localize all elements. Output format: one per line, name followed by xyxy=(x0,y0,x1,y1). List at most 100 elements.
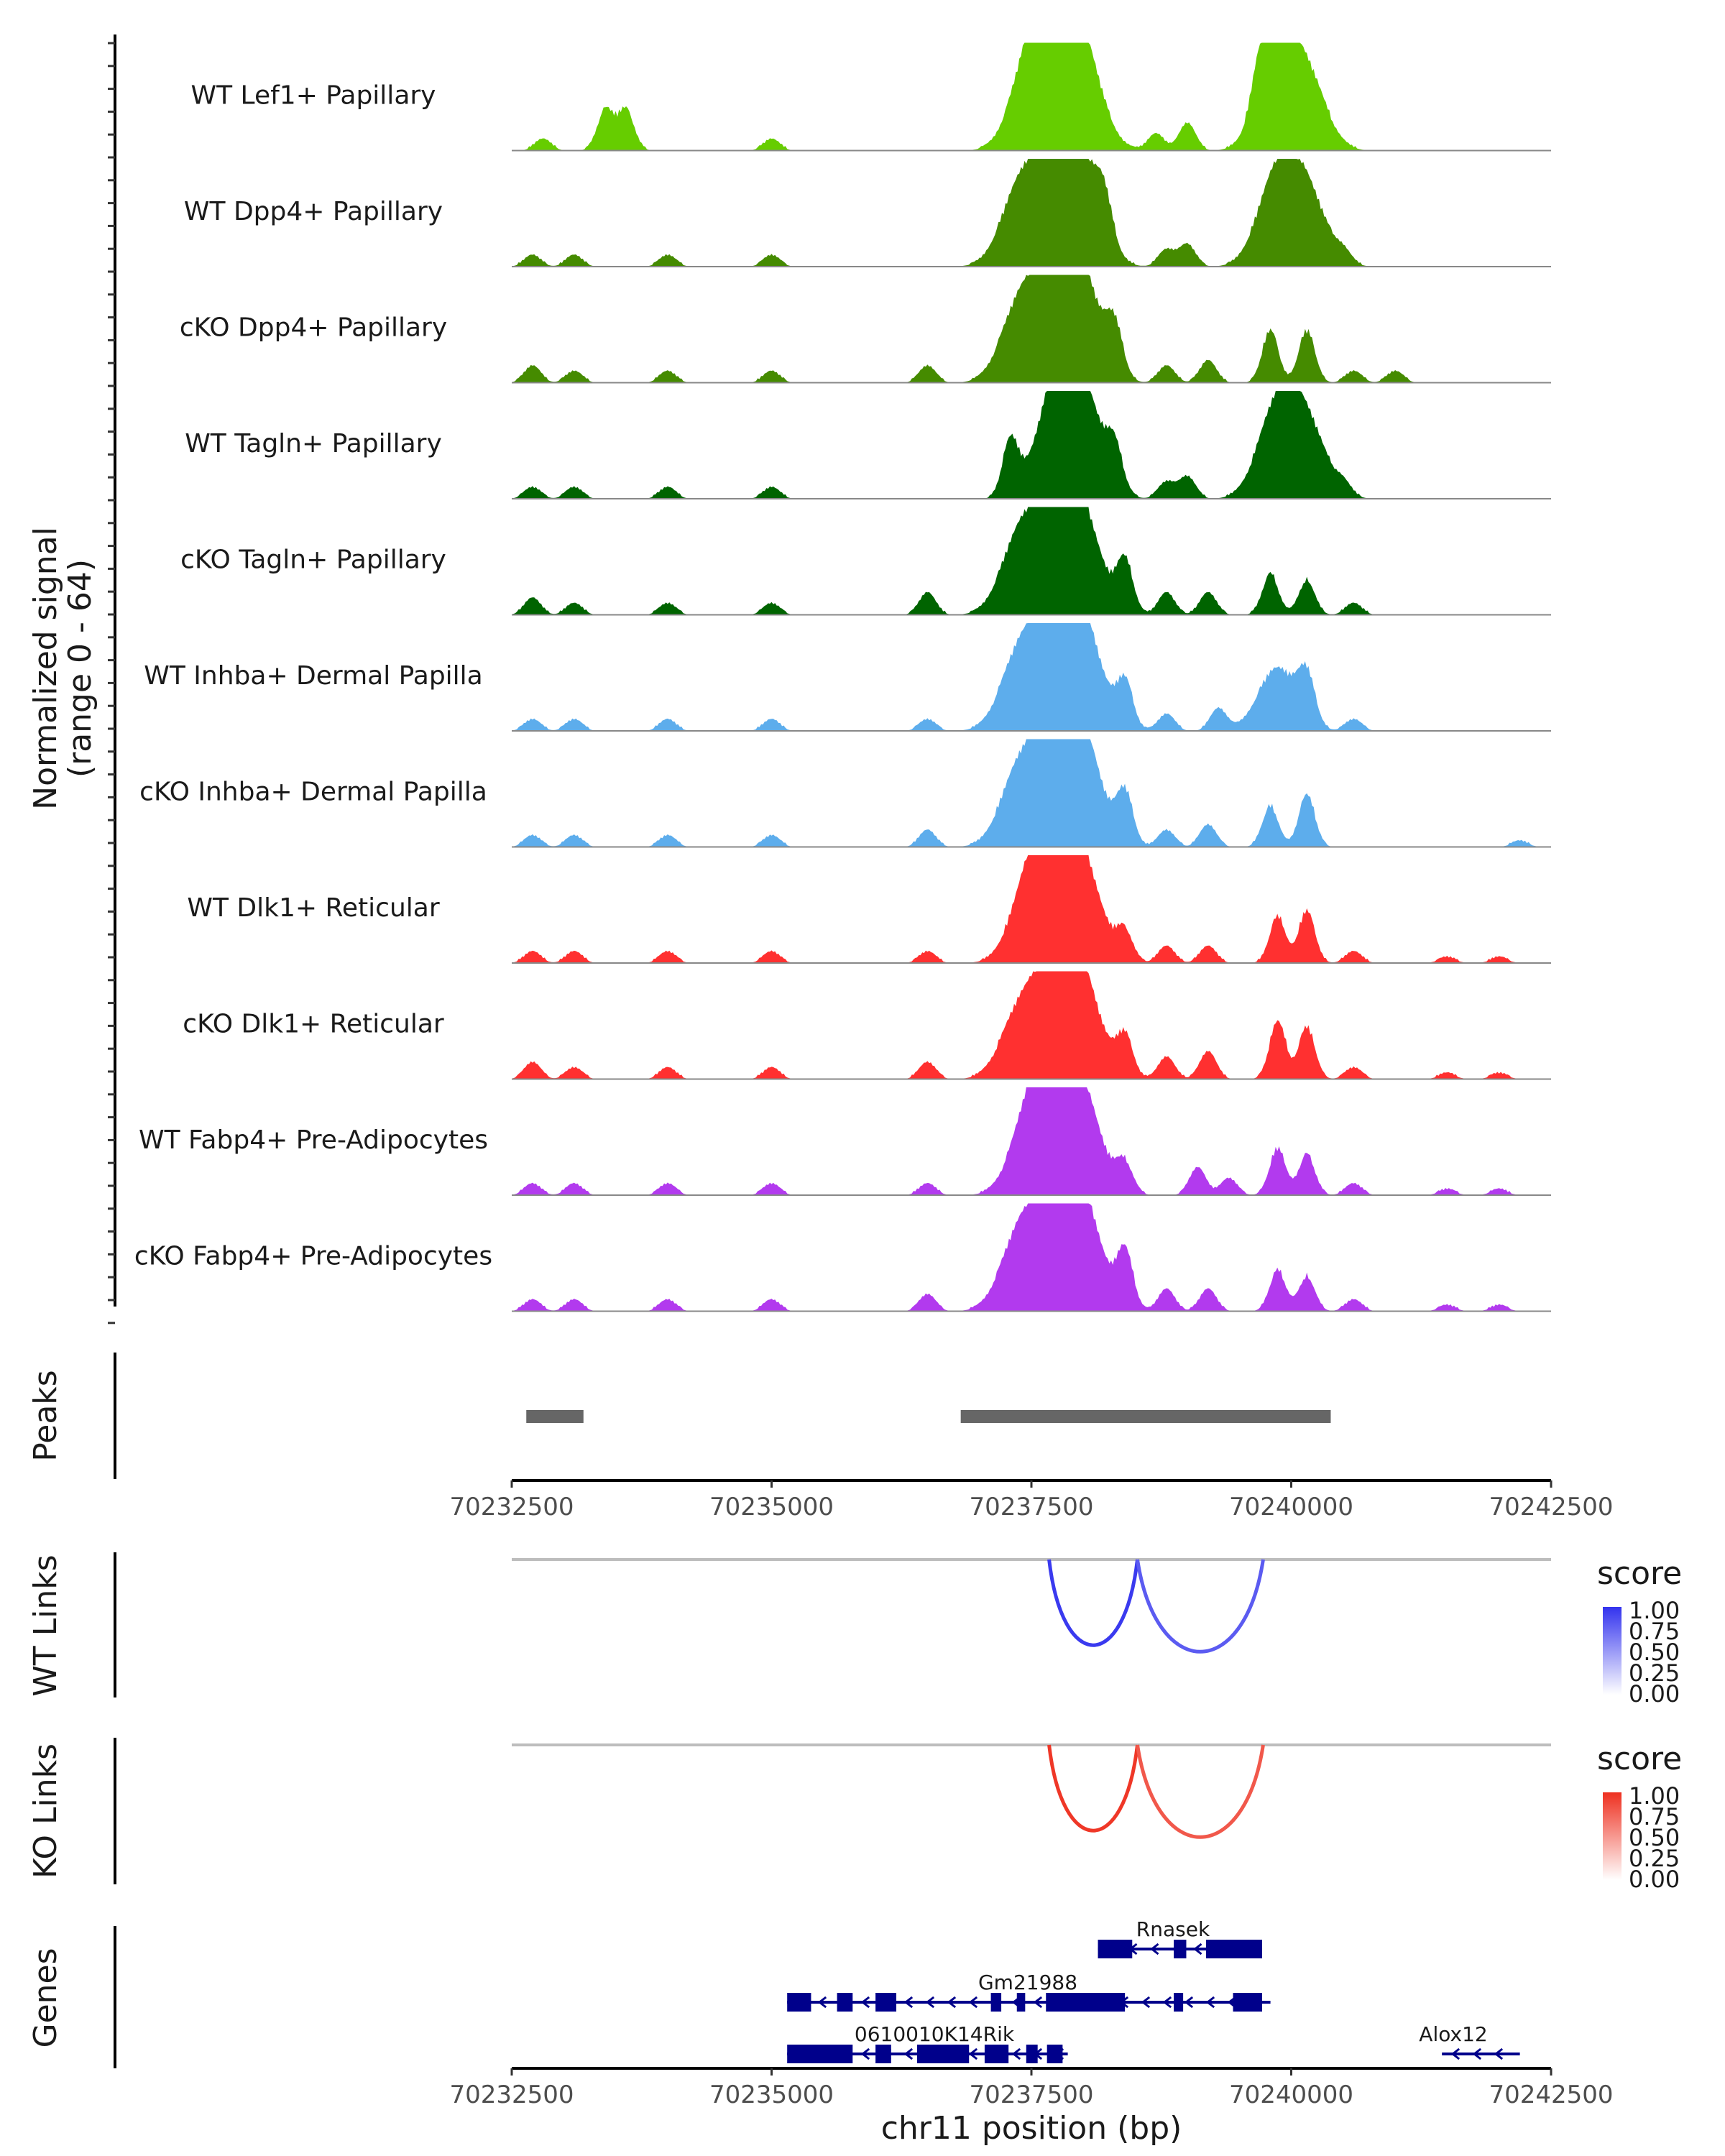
track-label-0: WT Lef1+ Papillary xyxy=(191,81,436,111)
gene-strand-arrow xyxy=(1205,1996,1215,2009)
wt-links-track-label: WT Links xyxy=(27,1554,64,1696)
gene-models: Rnasek Gm21988 0610010K14Rik Alox12 xyxy=(787,1917,1520,2063)
gene-exon-1-4 xyxy=(1016,1993,1026,2012)
signal-y-ticks xyxy=(108,42,115,1325)
wt-links-legend: score 1.000.750.500.250.00 xyxy=(1597,1555,1682,1708)
track-area-8 xyxy=(512,971,1551,1079)
gene-1: Gm21988 xyxy=(787,1971,1271,2012)
track-label-2: cKO Dpp4+ Papillary xyxy=(180,313,447,343)
peak-region-0 xyxy=(526,1410,584,1423)
track-area-10 xyxy=(512,1203,1551,1312)
gene-exon-0-0 xyxy=(1098,1940,1133,1958)
gene-strand-arrow xyxy=(1494,2047,1504,2060)
gene-exon-1-0 xyxy=(787,1993,811,2012)
track-2: cKO Dpp4+ Papillary xyxy=(180,275,1551,384)
gene-exon-0-1 xyxy=(1174,1940,1187,1958)
track-area-7 xyxy=(512,855,1551,963)
gene-strand-arrow xyxy=(1184,1996,1194,2009)
x-axis-lower-tick-label-1: 70235000 xyxy=(709,2081,834,2109)
ko-links-legend-title: score xyxy=(1597,1741,1682,1777)
track-label-3: WT Tagln+ Papillary xyxy=(185,429,442,459)
x-axis-lower-tick-label-2: 70237500 xyxy=(969,2081,1093,2109)
wt-links-arc-1 xyxy=(1136,1559,1265,1654)
wt-links-legend-ticks: 1.000.750.500.250.00 xyxy=(1629,1597,1680,1708)
gene-exon-1-3 xyxy=(990,1993,1002,2012)
gene-strand-arrow xyxy=(925,1996,935,2009)
track-area-6 xyxy=(512,739,1551,847)
gene-label-0: Rnasek xyxy=(1136,1917,1210,1941)
ko-links-legend-tick-3: 0.25 xyxy=(1629,1845,1680,1872)
track-8: cKO Dlk1+ Reticular xyxy=(183,971,1551,1080)
x-axis-lower-tick-label-3: 70240000 xyxy=(1229,2081,1353,2109)
x-axis-upper-tick-label-1: 70235000 xyxy=(709,1493,834,1521)
track-area-0 xyxy=(512,42,1551,151)
track-label-5: WT Inhba+ Dermal Papilla xyxy=(144,661,482,691)
gene-strand-arrow xyxy=(1450,2047,1460,2060)
track-area-5 xyxy=(512,623,1551,731)
x-axis-title: chr11 position (bp) xyxy=(881,2110,1182,2147)
gene-strand-arrow xyxy=(968,1996,978,2009)
track-9: WT Fabp4+ Pre-Adipocytes xyxy=(139,1087,1551,1196)
gene-strand-arrow xyxy=(1011,2047,1021,2060)
gene-strand-arrow xyxy=(860,2047,870,2060)
ko-links-legend-ticks: 1.000.750.500.250.00 xyxy=(1629,1782,1680,1893)
wt-links-legend-tick-1: 0.75 xyxy=(1629,1618,1680,1645)
ko-links-arcs xyxy=(1047,1744,1265,1839)
track-label-6: cKO Inhba+ Dermal Papilla xyxy=(139,778,487,807)
gene-exon-1-6 xyxy=(1174,1993,1184,2012)
wt-links-legend-tick-4: 0.00 xyxy=(1629,1680,1680,1708)
gene-3: Alox12 xyxy=(1419,2022,1520,2060)
track-3: WT Tagln+ Papillary xyxy=(185,391,1551,499)
gene-exon-2-1 xyxy=(875,2045,891,2063)
track-area-9 xyxy=(512,1087,1551,1195)
gene-strand-arrow xyxy=(903,2047,914,2060)
track-area-1 xyxy=(512,159,1551,267)
gene-exon-1-2 xyxy=(875,1993,897,2012)
wt-links-legend-tick-2: 0.50 xyxy=(1629,1639,1680,1666)
ko-links-arc-1 xyxy=(1136,1744,1265,1839)
ko-links-legend-tick-0: 1.00 xyxy=(1629,1782,1680,1810)
track-area-3 xyxy=(512,391,1551,499)
x-axis-upper-tick-label-4: 70242500 xyxy=(1489,1493,1613,1521)
genes-track-label: Genes xyxy=(27,1948,64,2047)
x-axis-lower-ticks: 70232500 70235000 70237500 70240000 70242500 xyxy=(449,2068,1614,2109)
gene-exon-2-5 xyxy=(1046,2045,1063,2063)
x-axis-upper-tick-label-2: 70237500 xyxy=(969,1493,1093,1521)
ko-links-legend-colorbar xyxy=(1603,1792,1622,1880)
x-axis-lower-tick-label-0: 70232500 xyxy=(449,2081,574,2109)
gene-label-3: Alox12 xyxy=(1419,2022,1487,2046)
gene-exon-2-0 xyxy=(787,2045,853,2063)
peak-region-1 xyxy=(960,1410,1331,1423)
track-area-4 xyxy=(512,507,1551,615)
track-10: cKO Fabp4+ Pre-Adipocytes xyxy=(134,1203,1551,1312)
gene-exon-0-2 xyxy=(1205,1940,1263,1958)
x-axis-lower-tick-label-4: 70242500 xyxy=(1489,2081,1613,2109)
ko-links-track-label: KO Links xyxy=(27,1743,64,1879)
track-0: WT Lef1+ Papillary xyxy=(191,42,1551,152)
gene-exon-1-1 xyxy=(837,1993,853,2012)
signal-y-axis-title-line1: Normalized signal xyxy=(27,527,64,810)
wt-links-arc-0 xyxy=(1047,1559,1139,1647)
track-label-7: WT Dlk1+ Reticular xyxy=(187,893,439,923)
gene-strand-arrow xyxy=(903,1996,914,2009)
track-label-10: cKO Fabp4+ Pre-Adipocytes xyxy=(134,1242,492,1271)
gene-strand-arrow xyxy=(1162,1996,1172,2009)
gene-0: Rnasek xyxy=(1098,1917,1263,1958)
gene-strand-arrow xyxy=(860,1996,870,2009)
gene-strand-arrow xyxy=(1150,1943,1159,1955)
gene-label-2: 0610010K14Rik xyxy=(855,2022,1015,2046)
gene-strand-arrow xyxy=(1193,1943,1202,1955)
gene-exon-2-3 xyxy=(984,2045,1009,2063)
track-5: WT Inhba+ Dermal Papilla xyxy=(144,623,1551,732)
ko-links-legend-tick-2: 0.50 xyxy=(1629,1824,1680,1851)
gene-strand-arrow xyxy=(968,2047,978,2060)
gene-strand-arrow xyxy=(947,1996,957,2009)
gene-strand-arrow xyxy=(1472,2047,1482,2060)
gene-exon-1-5 xyxy=(1046,1993,1126,2012)
x-axis-upper-ticks: 70232500 70235000 70237500 70240000 70242500 xyxy=(449,1480,1614,1521)
ko-links-legend-tick-1: 0.75 xyxy=(1629,1803,1680,1830)
peaks-regions xyxy=(526,1410,1331,1423)
wt-links-legend-colorbar xyxy=(1603,1607,1622,1695)
wt-links-legend-tick-3: 0.25 xyxy=(1629,1659,1680,1687)
